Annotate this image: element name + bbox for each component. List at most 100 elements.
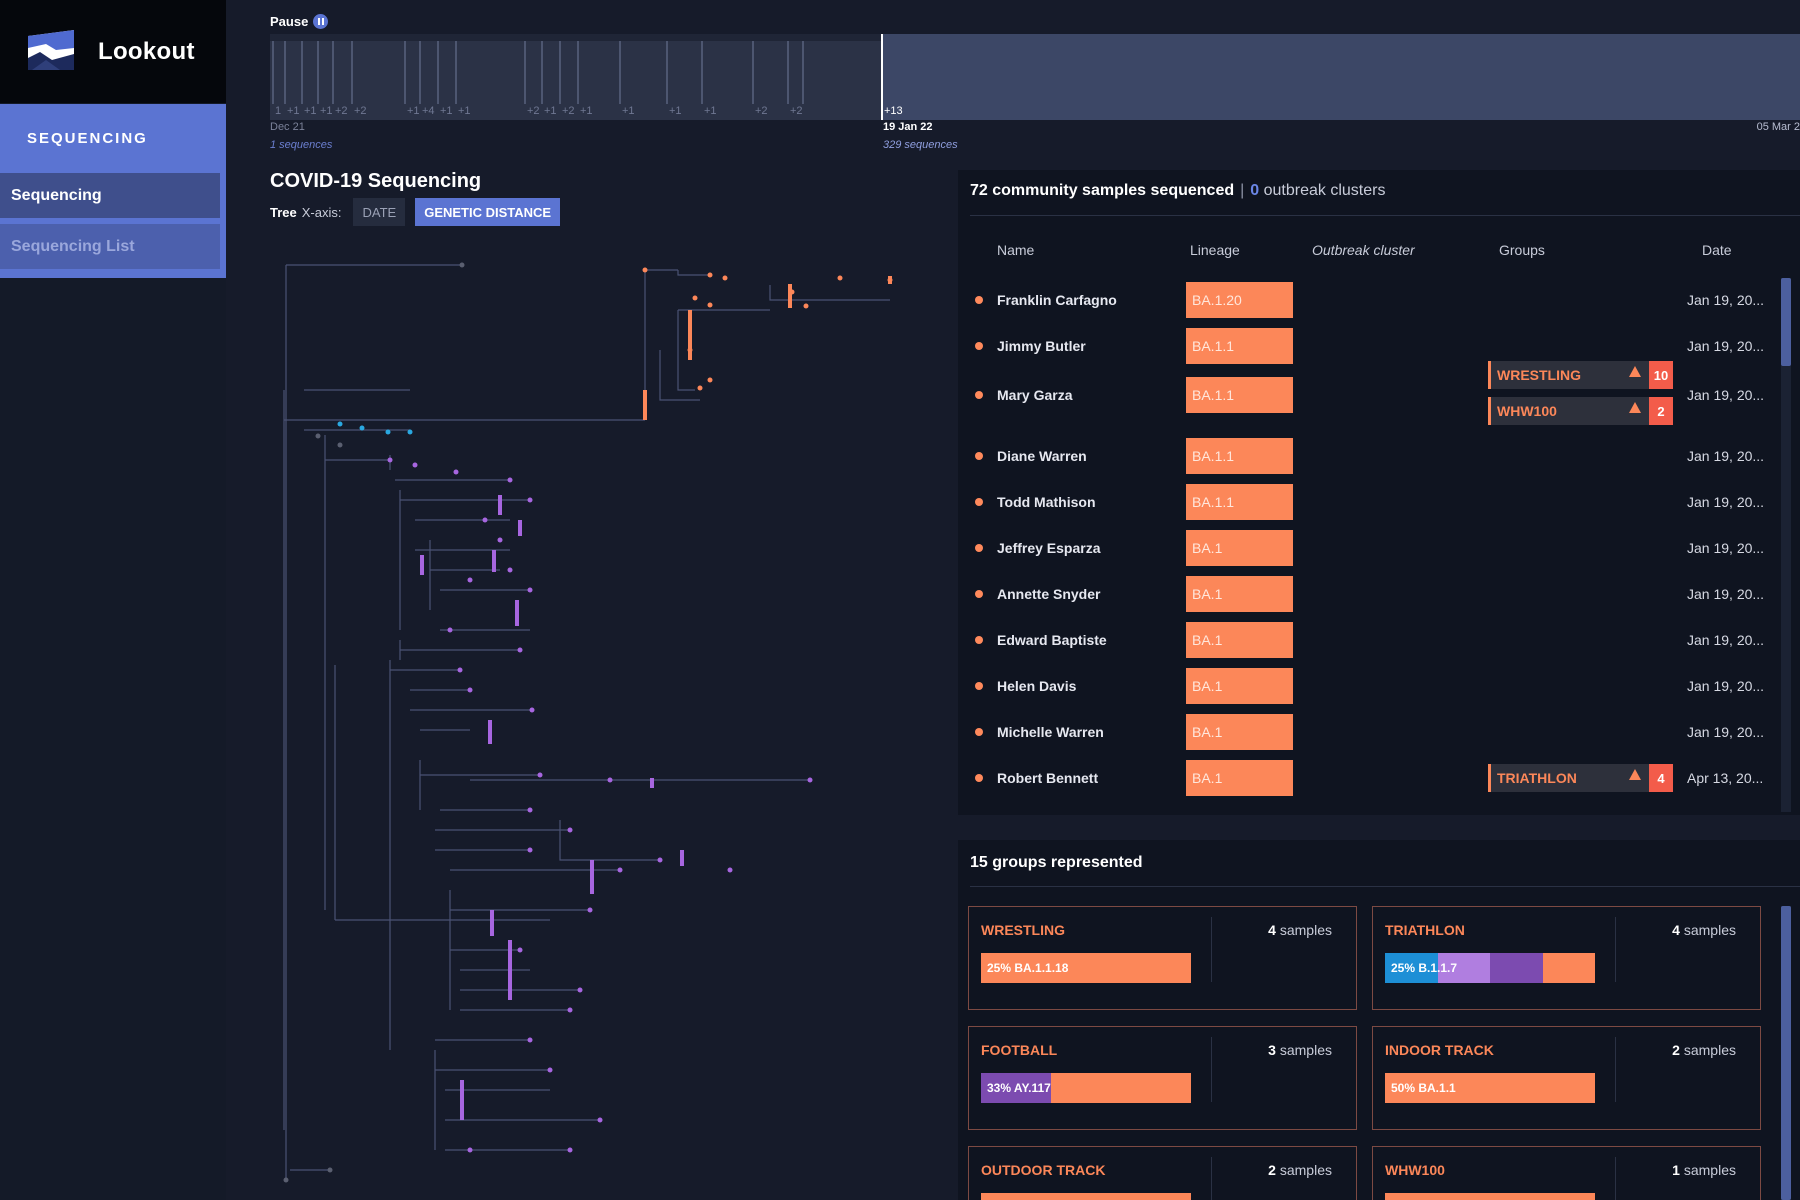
group-card[interactable]: WRESTLING 4 samples 25% BA.1.1.18 (968, 906, 1357, 1010)
sample-date: Jan 19, 20... (1687, 494, 1765, 510)
group-chip[interactable]: WRESTLING 10 (1488, 361, 1673, 389)
status-dot (975, 452, 983, 460)
group-card[interactable]: FOOTBALL 3 samples 33% AY.117 (968, 1026, 1357, 1130)
sidebar-item-sequencing-list[interactable]: Sequencing List (0, 224, 220, 269)
timeline-tick-label: +4 (422, 105, 435, 117)
sample-date: Jan 19, 20... (1687, 387, 1765, 403)
timeline-end-date: 05 Mar 2 (1756, 121, 1800, 133)
sample-name: Jimmy Butler (997, 338, 1086, 354)
status-dot (975, 391, 983, 399)
group-card[interactable]: WHW100 1 samples (1372, 1146, 1761, 1200)
lineage-badge: BA.1.1 (1186, 484, 1293, 520)
group-chip[interactable]: TRIATHLON 4 (1488, 764, 1673, 792)
sidebar-item-sequencing[interactable]: Sequencing (0, 173, 220, 218)
lineage-badge: BA.1 (1186, 530, 1293, 566)
brand[interactable]: Lookout (0, 0, 226, 103)
samples-count-label: community samples sequenced (992, 182, 1235, 199)
sample-name: Mary Garza (997, 387, 1073, 403)
table-row[interactable]: Diane Warren BA.1.1 Jan 19, 20... (958, 436, 1778, 476)
scrollbar-thumb[interactable] (1781, 278, 1791, 366)
timeline-current-date: 19 Jan 22 (883, 121, 933, 133)
column-header-lineage[interactable]: Lineage (1190, 242, 1240, 258)
column-header-outbreak[interactable]: Outbreak cluster (1312, 242, 1415, 258)
group-card-count: 4 samples (1268, 922, 1332, 938)
phylogenetic-tree[interactable] (270, 250, 930, 1200)
table-row[interactable]: Michelle Warren BA.1 Jan 19, 20... (958, 712, 1778, 752)
lineage-badge: BA.1.1 (1186, 438, 1293, 474)
table-row[interactable]: Todd Mathison BA.1.1 Jan 19, 20... (958, 482, 1778, 522)
table-row[interactable]: Annette Snyder BA.1 Jan 19, 20... (958, 574, 1778, 614)
divider (1615, 1157, 1616, 1200)
group-chip-count: 2 (1649, 397, 1673, 425)
group-card[interactable]: TRIATHLON 4 samples 25% B.1.1.7 (1372, 906, 1761, 1010)
group-card-count: 3 samples (1268, 1042, 1332, 1058)
table-row[interactable]: Edward Baptiste BA.1 Jan 19, 20... (958, 620, 1778, 660)
group-card-count: 1 samples (1672, 1162, 1736, 1178)
status-dot (975, 498, 983, 506)
status-dot (975, 296, 983, 304)
sample-date: Jan 19, 20... (1687, 724, 1765, 740)
nav-section-header: SEQUENCING (27, 129, 148, 147)
timeline-tick-label: +1 (287, 105, 300, 117)
divider (1211, 917, 1212, 982)
lineage-bar-segment (1542, 953, 1595, 983)
sample-date: Jan 19, 20... (1687, 678, 1765, 694)
scrollbar-track[interactable] (1781, 278, 1791, 812)
lineage-bar: 50% BA.1.1 (1385, 1073, 1595, 1103)
lineage-badge: BA.1 (1186, 668, 1293, 704)
group-chip[interactable]: WHW100 2 (1488, 397, 1673, 425)
column-header-name[interactable]: Name (997, 242, 1035, 258)
sample-name: Todd Mathison (997, 494, 1096, 510)
lineage-bar-segment (981, 1193, 1191, 1200)
timeline-tick-label: 1 (275, 105, 281, 117)
table-row[interactable]: Robert Bennett BA.1 Apr 13, 20... TRIATHLON… (958, 758, 1778, 798)
lineage-bar: 25% B.1.1.7 (1385, 953, 1595, 983)
group-card[interactable]: INDOOR TRACK 2 samples 50% BA.1.1 (1372, 1026, 1761, 1130)
lineage-bar (1385, 1193, 1595, 1200)
column-header-date[interactable]: Date (1702, 242, 1732, 258)
lineage-bar-segment (1385, 1193, 1595, 1200)
group-card-title: WHW100 (1385, 1162, 1445, 1178)
sample-name: Helen Davis (997, 678, 1077, 694)
timeline-tick-label: +1 (320, 105, 333, 117)
table-row[interactable]: Jeffrey Esparza BA.1 Jan 19, 20... (958, 528, 1778, 568)
nav-section: SEQUENCING Sequencing Sequencing List (0, 104, 226, 278)
lineage-bar: 25% BA.1.1.18 (981, 953, 1191, 983)
sample-name: Robert Bennett (997, 770, 1099, 786)
lineage-bar-label: 50% BA.1.1 (1391, 1081, 1456, 1095)
lineage-badge: BA.1 (1186, 576, 1293, 612)
xaxis-genetic-distance-toggle[interactable]: GENETIC DISTANCE (415, 198, 561, 226)
timeline-tick-label: +1 (440, 105, 453, 117)
pause-control[interactable]: Pause (270, 14, 329, 29)
timeline-scrubber[interactable]: 1 +1 +1 +1 +2 +2 +1 +4 +1 +1 +2 +1 +2 +1 +1 +1 +1 +2 +2 +13 (270, 34, 1800, 120)
xaxis-label: X-axis: (301, 204, 342, 220)
timeline-tick-label: +2 (335, 105, 348, 117)
timeline-tick-label: +1 (458, 105, 471, 117)
table-row[interactable]: Mary Garza BA.1.1 Jan 19, 20... WRESTLING 10… (958, 361, 1778, 425)
timeline-start-sequences: 1 sequences (270, 139, 333, 151)
table-row[interactable]: Jimmy Butler BA.1.1 Jan 19, 20... (958, 326, 1778, 366)
page-title: COVID-19 Sequencing (270, 170, 482, 192)
lineage-bar-segment (1385, 1073, 1490, 1103)
group-chip-count: 4 (1649, 764, 1673, 792)
scrollbar-thumb[interactable] (1781, 906, 1791, 1200)
xaxis-date-toggle[interactable]: DATE (353, 198, 406, 226)
sample-date: Jan 19, 20... (1687, 586, 1765, 602)
column-header-groups[interactable]: Groups (1499, 242, 1545, 258)
groups-count: 15 (970, 854, 988, 871)
sample-date: Jan 19, 20... (1687, 540, 1765, 556)
group-chip-label: WRESTLING (1488, 361, 1649, 389)
group-card[interactable]: OUTDOOR TRACK 2 samples (968, 1146, 1357, 1200)
lineage-bar: 33% AY.117 (981, 1073, 1191, 1103)
group-card-count: 4 samples (1672, 922, 1736, 938)
lineage-bar-segment (1490, 1073, 1595, 1103)
table-row[interactable]: Helen Davis BA.1 Jan 19, 20... (958, 666, 1778, 706)
lineage-bar-segment (1385, 953, 1438, 983)
divider (1615, 917, 1616, 982)
app-name: Lookout (98, 37, 195, 65)
table-row[interactable]: Franklin Carfagno BA.1.20 Jan 19, 20... (958, 280, 1778, 320)
samples-summary: 72 community samples sequenced | 0 outbrea… (970, 182, 1386, 199)
sample-name: Franklin Carfagno (997, 292, 1117, 308)
group-card-title: FOOTBALL (981, 1042, 1058, 1058)
divider (1211, 1157, 1212, 1200)
